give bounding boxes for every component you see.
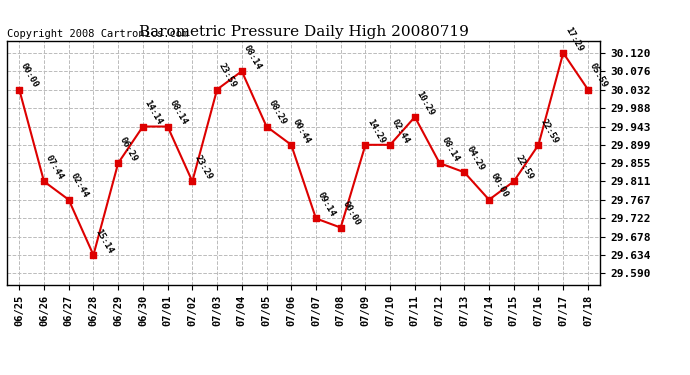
Text: 14:14: 14:14	[143, 99, 164, 126]
Point	[533, 142, 544, 148]
Text: 02:44: 02:44	[69, 172, 90, 200]
Text: 00:00: 00:00	[341, 200, 362, 228]
Text: 08:14: 08:14	[241, 44, 263, 71]
Text: 04:29: 04:29	[464, 144, 486, 172]
Point	[88, 252, 99, 258]
Point	[187, 178, 198, 184]
Point	[162, 123, 173, 129]
Text: 02:44: 02:44	[390, 117, 411, 145]
Text: 00:00: 00:00	[489, 172, 511, 200]
Point	[236, 68, 247, 74]
Text: 00:00: 00:00	[19, 62, 41, 90]
Point	[558, 50, 569, 56]
Text: 05:59: 05:59	[588, 62, 609, 90]
Text: 08:14: 08:14	[168, 99, 189, 126]
Text: 23:29: 23:29	[193, 154, 214, 182]
Text: 08:14: 08:14	[440, 135, 461, 163]
Point	[212, 87, 223, 93]
Text: 17:29: 17:29	[563, 25, 584, 53]
Point	[484, 197, 495, 203]
Point	[112, 160, 124, 166]
Point	[459, 169, 470, 175]
Text: 06:29: 06:29	[118, 135, 139, 163]
Text: 22:59: 22:59	[514, 154, 535, 182]
Point	[509, 178, 520, 184]
Point	[63, 197, 75, 203]
Text: 22:59: 22:59	[538, 117, 560, 145]
Point	[39, 178, 50, 184]
Point	[434, 160, 445, 166]
Point	[137, 123, 148, 129]
Point	[384, 142, 395, 148]
Point	[360, 142, 371, 148]
Text: 09:14: 09:14	[316, 190, 337, 219]
Title: Barometric Pressure Daily High 20080719: Barometric Pressure Daily High 20080719	[139, 25, 469, 39]
Point	[261, 123, 272, 129]
Text: Copyright 2008 Cartronics.com: Copyright 2008 Cartronics.com	[7, 29, 188, 39]
Text: 00:44: 00:44	[291, 117, 313, 145]
Point	[310, 216, 322, 222]
Text: 10:29: 10:29	[415, 89, 436, 117]
Text: 08:29: 08:29	[266, 99, 288, 126]
Point	[14, 87, 25, 93]
Point	[286, 142, 297, 148]
Text: 14:29: 14:29	[366, 117, 386, 145]
Text: 07:44: 07:44	[44, 154, 66, 182]
Text: 23:59: 23:59	[217, 62, 238, 90]
Point	[335, 225, 346, 231]
Text: 15:14: 15:14	[93, 227, 115, 255]
Point	[582, 87, 593, 93]
Point	[409, 114, 420, 120]
